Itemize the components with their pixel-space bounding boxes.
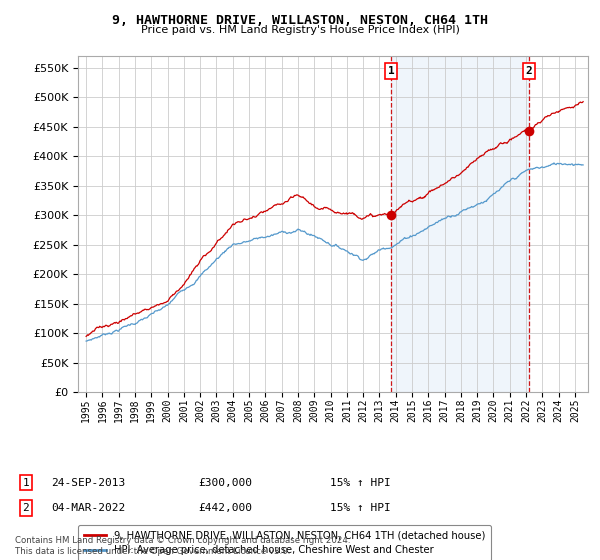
Text: 2: 2 bbox=[526, 66, 532, 76]
Text: 1: 1 bbox=[388, 66, 395, 76]
Text: 2: 2 bbox=[22, 503, 29, 513]
Text: £442,000: £442,000 bbox=[198, 503, 252, 513]
Bar bbox=[391, 56, 529, 392]
Legend: 9, HAWTHORNE DRIVE, WILLASTON, NESTON, CH64 1TH (detached house), HPI: Average p: 9, HAWTHORNE DRIVE, WILLASTON, NESTON, C… bbox=[78, 525, 491, 560]
Text: Price paid vs. HM Land Registry's House Price Index (HPI): Price paid vs. HM Land Registry's House … bbox=[140, 25, 460, 35]
Text: 24-SEP-2013: 24-SEP-2013 bbox=[51, 478, 125, 488]
Text: 15% ↑ HPI: 15% ↑ HPI bbox=[330, 478, 391, 488]
Text: 1: 1 bbox=[22, 478, 29, 488]
Text: £300,000: £300,000 bbox=[198, 478, 252, 488]
Text: 04-MAR-2022: 04-MAR-2022 bbox=[51, 503, 125, 513]
Text: Contains HM Land Registry data © Crown copyright and database right 2024.
This d: Contains HM Land Registry data © Crown c… bbox=[15, 536, 350, 556]
Text: 9, HAWTHORNE DRIVE, WILLASTON, NESTON, CH64 1TH: 9, HAWTHORNE DRIVE, WILLASTON, NESTON, C… bbox=[112, 14, 488, 27]
Text: 15% ↑ HPI: 15% ↑ HPI bbox=[330, 503, 391, 513]
